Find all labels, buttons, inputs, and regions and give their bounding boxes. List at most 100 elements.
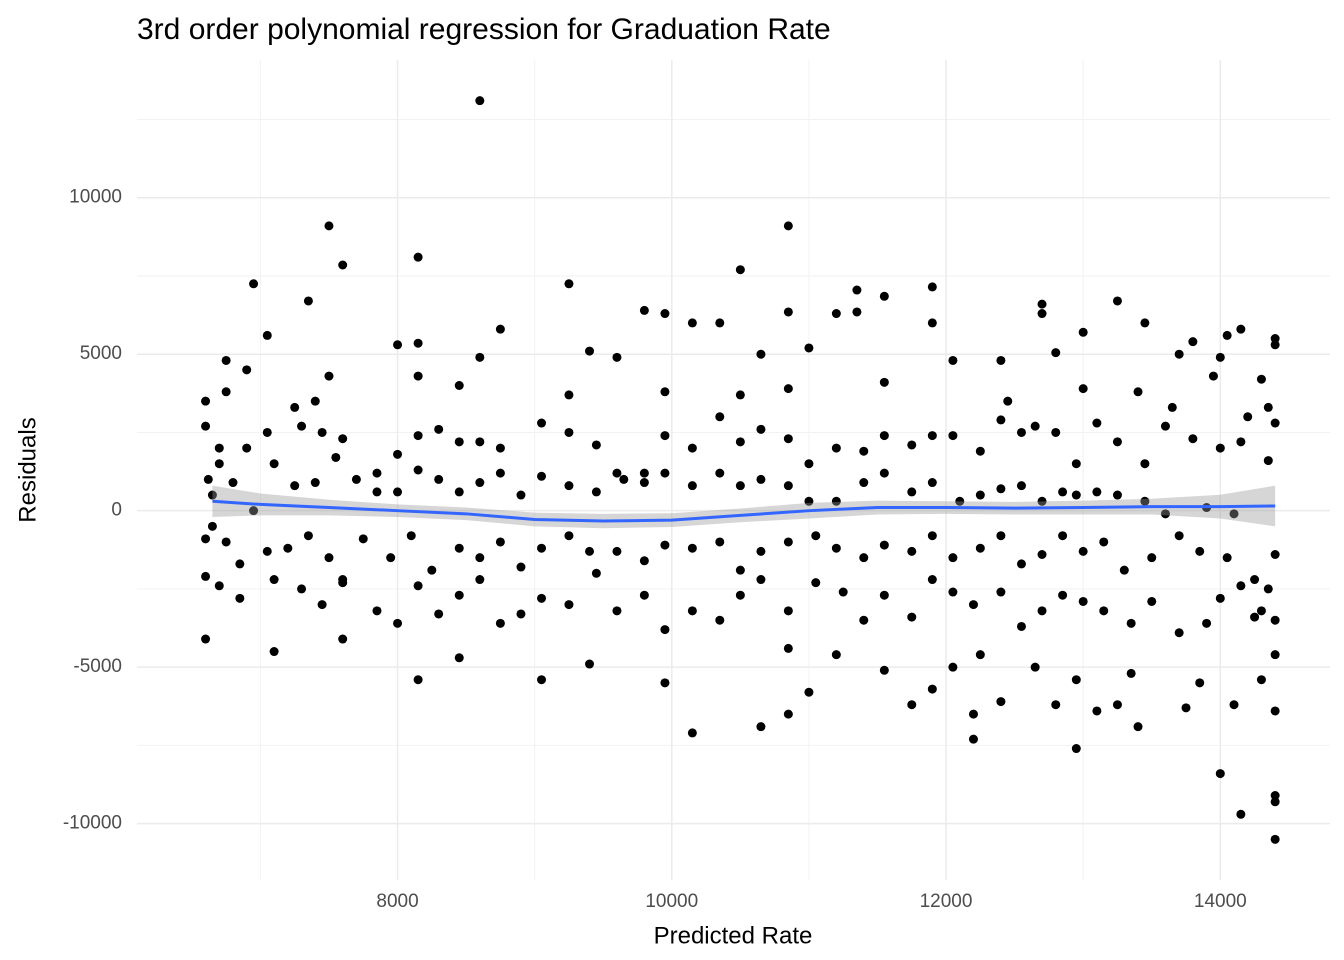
x-tick-label: 8000	[376, 891, 418, 912]
point	[516, 609, 526, 619]
point	[1051, 348, 1061, 358]
chart-title: 3rd order polynomial regression for Grad…	[137, 13, 831, 46]
point	[1215, 769, 1225, 779]
point	[783, 221, 793, 231]
point	[735, 481, 745, 491]
point	[756, 575, 766, 585]
point	[454, 543, 464, 553]
point	[1215, 443, 1225, 453]
point	[413, 675, 423, 685]
point	[687, 318, 697, 328]
point	[1092, 706, 1102, 716]
point	[907, 546, 917, 556]
point	[996, 355, 1006, 365]
point	[564, 427, 574, 437]
point	[1016, 621, 1026, 631]
point	[879, 540, 889, 550]
point	[859, 553, 869, 563]
point	[1099, 537, 1109, 547]
point	[269, 459, 279, 469]
x-axis-label: Predicted Rate	[654, 922, 813, 949]
point	[585, 546, 595, 556]
point	[1037, 299, 1047, 309]
point	[1270, 615, 1280, 625]
point	[1140, 318, 1150, 328]
point	[297, 421, 307, 431]
point	[338, 260, 348, 270]
point	[879, 377, 889, 387]
point	[756, 722, 766, 732]
point	[290, 481, 300, 491]
point	[715, 412, 725, 422]
point	[297, 584, 307, 594]
point	[516, 562, 526, 572]
point	[783, 606, 793, 616]
point	[1250, 612, 1260, 622]
point	[735, 590, 745, 600]
point	[1071, 459, 1081, 469]
point	[1256, 675, 1266, 685]
point	[358, 534, 368, 544]
point	[1188, 337, 1198, 347]
point	[1051, 427, 1061, 437]
point	[1126, 618, 1136, 628]
point	[413, 581, 423, 591]
point	[221, 387, 231, 397]
point	[1037, 309, 1047, 319]
point	[927, 318, 937, 328]
point	[475, 575, 485, 585]
point	[201, 421, 211, 431]
point	[1236, 437, 1246, 447]
point	[715, 615, 725, 625]
point	[831, 309, 841, 319]
point	[203, 474, 213, 484]
point	[1215, 352, 1225, 362]
point	[242, 443, 252, 453]
point	[283, 543, 293, 553]
point	[1071, 675, 1081, 685]
point	[262, 427, 272, 437]
point	[372, 487, 382, 497]
point	[495, 468, 505, 478]
point	[907, 487, 917, 497]
point	[516, 490, 526, 500]
point	[262, 546, 272, 556]
point	[1126, 668, 1136, 678]
point	[1167, 402, 1177, 412]
point	[1270, 340, 1280, 350]
point	[955, 496, 965, 506]
point	[1270, 834, 1280, 844]
point	[214, 459, 224, 469]
point	[1058, 487, 1068, 497]
point	[537, 675, 547, 685]
point	[475, 352, 485, 362]
point	[639, 468, 649, 478]
point	[975, 543, 985, 553]
point	[756, 474, 766, 484]
point	[1078, 596, 1088, 606]
point	[214, 581, 224, 591]
point	[1174, 349, 1184, 359]
point	[1229, 700, 1239, 710]
point	[1016, 427, 1026, 437]
point	[591, 440, 601, 450]
point	[879, 590, 889, 600]
point	[1099, 606, 1109, 616]
y-tick-label: -10000	[63, 813, 122, 834]
point	[1181, 703, 1191, 713]
y-tick-label: 5000	[80, 343, 122, 364]
point	[859, 478, 869, 488]
point	[564, 279, 574, 289]
point	[585, 346, 595, 356]
point	[324, 553, 334, 563]
point	[1147, 553, 1157, 563]
point	[393, 487, 403, 497]
point	[996, 531, 1006, 541]
y-tick-label: 10000	[69, 187, 122, 208]
point	[639, 305, 649, 315]
point	[207, 521, 217, 531]
x-tick-label: 12000	[920, 891, 973, 912]
point	[1016, 481, 1026, 491]
point	[454, 590, 464, 600]
point	[201, 534, 211, 544]
